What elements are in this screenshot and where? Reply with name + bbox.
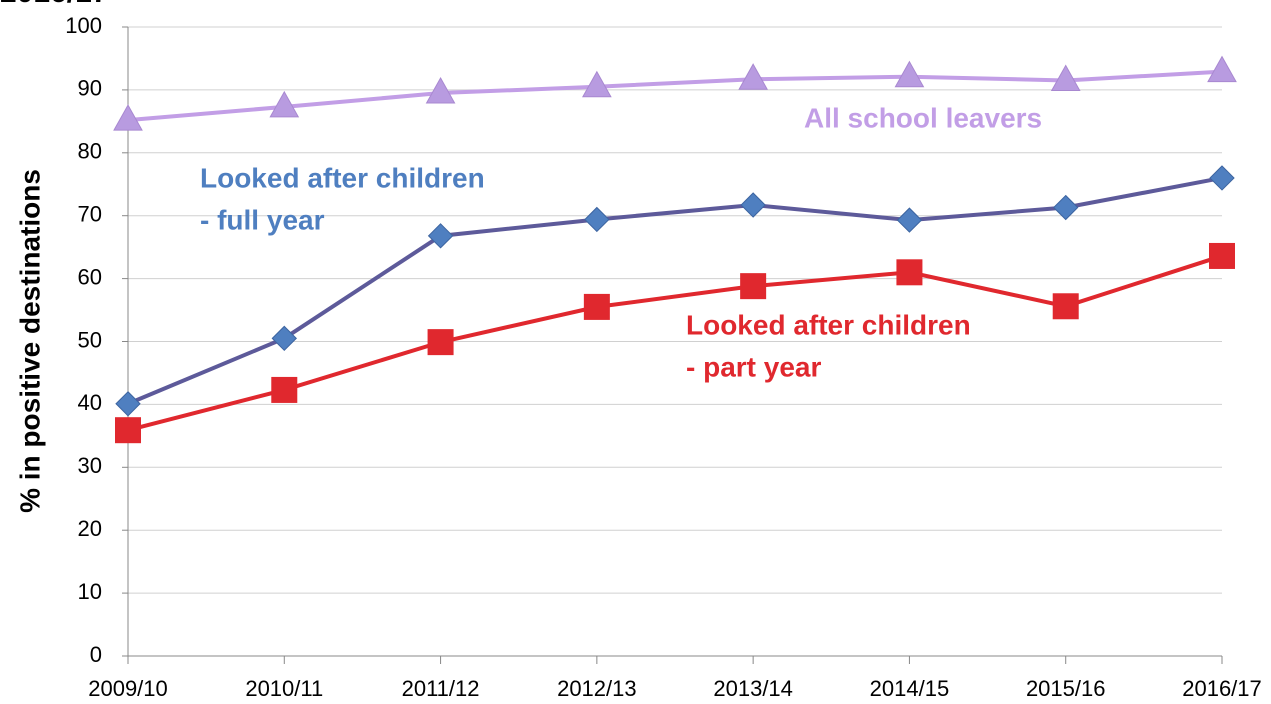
marker	[115, 391, 141, 417]
marker	[740, 192, 766, 218]
marker	[269, 90, 300, 118]
marker	[1053, 194, 1079, 221]
marker	[896, 259, 923, 286]
y-tick-label: 70	[78, 202, 102, 227]
y-tick-label: 30	[78, 453, 102, 478]
y-tick-label: 20	[78, 516, 102, 541]
marker	[896, 207, 923, 233]
marker	[1209, 242, 1235, 269]
y-tick-label: 40	[78, 390, 102, 415]
annotation: Looked after children	[200, 162, 485, 193]
marker	[582, 70, 612, 98]
annotation: All school leavers	[804, 102, 1042, 133]
x-tick-label: 2009/10	[88, 676, 168, 701]
marker	[1207, 55, 1237, 83]
marker	[425, 77, 456, 104]
marker	[894, 60, 925, 88]
marker	[271, 325, 297, 352]
marker	[115, 417, 141, 444]
marker	[113, 104, 143, 131]
x-tick-label: 2012/13	[557, 676, 637, 701]
y-tick-label: 10	[78, 579, 102, 604]
marker	[738, 63, 768, 90]
series-line	[127, 175, 1223, 406]
y-tick-label: 100	[65, 13, 102, 38]
marker	[1050, 64, 1081, 91]
y-axis-label: % in positive destinations	[14, 169, 45, 513]
x-tick-label: 2010/11	[245, 676, 323, 701]
marker	[271, 376, 298, 403]
marker	[583, 293, 610, 320]
marker	[740, 273, 767, 300]
marker	[427, 223, 454, 249]
marker	[1052, 293, 1079, 320]
annotation: - full year	[200, 204, 325, 235]
y-tick-label: 80	[78, 139, 102, 164]
annotation: Looked after children	[686, 309, 971, 340]
marker	[1209, 165, 1235, 191]
x-tick-label: 2011/12	[402, 676, 480, 701]
x-tick-label: 2013/14	[713, 676, 793, 701]
marker	[584, 206, 610, 233]
annotation: - part year	[686, 351, 821, 382]
y-tick-label: 90	[78, 76, 102, 101]
marker	[427, 329, 454, 356]
y-tick-label: 50	[78, 327, 102, 352]
x-tick-label: 2016/17	[1182, 676, 1262, 701]
chart-title: 2016/17	[0, 0, 108, 9]
series-line	[127, 69, 1223, 123]
y-tick-label: 0	[90, 642, 102, 667]
series-line	[127, 254, 1223, 433]
x-tick-label: 2014/15	[870, 676, 950, 701]
x-tick-label: 2015/16	[1026, 676, 1106, 701]
y-tick-label: 60	[78, 264, 102, 289]
